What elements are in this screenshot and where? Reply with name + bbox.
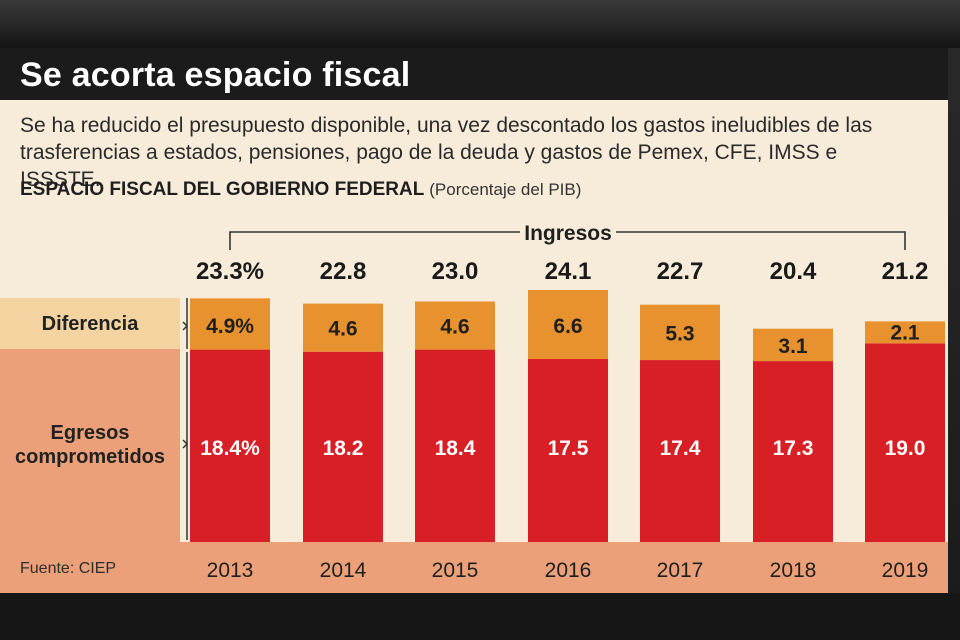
label-total-2013: 23.3%: [196, 258, 264, 285]
label-diferencia-2019: 2.1: [890, 321, 920, 344]
bottom-shadow: [0, 593, 960, 640]
tick-label-2014: 2014: [320, 559, 367, 582]
egresos-bracket: [182, 352, 189, 540]
egresos-band: [0, 349, 180, 542]
chart-title: ESPACIO FISCAL DEL GOBIERNO FEDERAL: [20, 179, 424, 200]
label-total-2018: 20.4: [770, 258, 817, 285]
bar-diferencia-2018: [753, 328, 833, 362]
row-label-egresos: Egresos comprometidos: [15, 422, 166, 468]
label-diferencia-2018: 3.1: [778, 335, 808, 358]
bar-egresos-2019: [865, 343, 945, 542]
subtitle: Se ha reducido el presupuesto disponible…: [20, 114, 873, 191]
label-total-2019: 21.2: [882, 258, 929, 285]
page-title: Se acorta espacio fiscal: [20, 56, 411, 94]
bar-diferencia-2013: [190, 298, 270, 350]
title-bar: [0, 48, 948, 100]
label-egresos-2017: 17.4: [660, 437, 701, 460]
label-total-2014: 22.8: [320, 258, 367, 285]
label-egresos-2019: 19.0: [885, 437, 926, 460]
label-total-2017: 22.7: [657, 258, 704, 285]
tick-label-2015: 2015: [432, 559, 479, 582]
label-diferencia-2015: 4.6: [440, 316, 469, 339]
bar-diferencia-2014: [303, 303, 383, 352]
bar-egresos-2015: [415, 349, 495, 542]
label-egresos-2013: 18.4%: [200, 437, 260, 460]
bar-egresos-2013: [190, 349, 270, 542]
chart-unit-note: (Porcentaje del PIB): [429, 180, 582, 199]
tick-label-2013: 2013: [207, 559, 254, 582]
label-total-2016: 24.1: [545, 258, 592, 285]
label-egresos-2014: 18.2: [323, 437, 364, 460]
ingresos-bracket-right: [616, 231, 906, 250]
diferencia-band: [0, 298, 180, 349]
label-diferencia-2017: 5.3: [665, 322, 694, 345]
label-total-2015: 23.0: [432, 258, 479, 285]
bar-egresos-2017: [640, 360, 720, 542]
bar-egresos-2014: [303, 351, 383, 542]
bar-egresos-2018: [753, 361, 833, 542]
tick-label-2017: 2017: [657, 559, 704, 582]
label-egresos-2015: 18.4: [435, 437, 476, 460]
year-band: [0, 542, 948, 593]
chart-title-block: ESPACIO FISCAL DEL GOBIERNO FEDERAL (Por…: [20, 178, 581, 202]
label-diferencia-2016: 6.6: [553, 315, 582, 338]
label-diferencia-2014: 4.6: [328, 318, 357, 341]
row-label-diferencia: Diferencia: [41, 313, 139, 335]
bar-diferencia-2019: [865, 321, 945, 344]
label-egresos-2016: 17.5: [548, 437, 589, 460]
tick-label-2016: 2016: [545, 559, 592, 582]
label-egresos-2018: 17.3: [773, 437, 814, 460]
source-note: Fuente: CIEP: [20, 560, 117, 577]
ingresos-bracket-left: [229, 231, 520, 250]
tick-label-2019: 2019: [882, 559, 929, 582]
ingresos-label: Ingresos: [524, 222, 612, 245]
bar-diferencia-2016: [528, 290, 608, 360]
bar-diferencia-2017: [640, 304, 720, 361]
diferencia-bracket: [182, 298, 189, 349]
bar-egresos-2016: [528, 359, 608, 542]
tick-label-2018: 2018: [770, 559, 817, 582]
bar-diferencia-2015: [415, 301, 495, 350]
label-diferencia-2013: 4.9%: [206, 315, 254, 338]
top-strip: [0, 0, 960, 48]
